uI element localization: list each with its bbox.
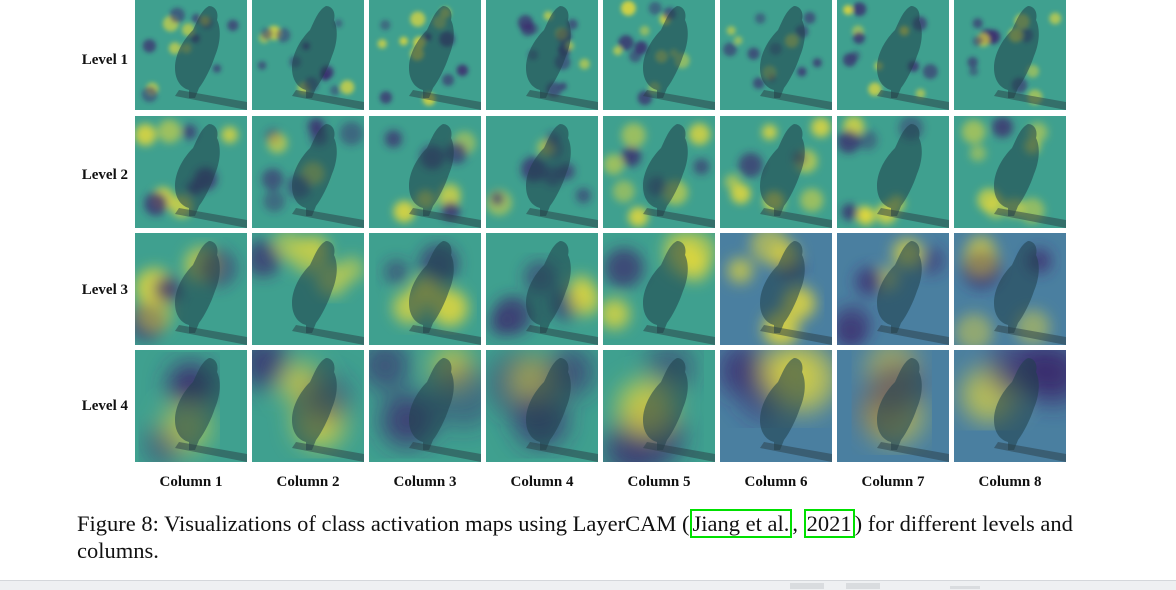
citation-author-link[interactable]: Jiang et al.: [689, 509, 793, 538]
activation-map-level-2-column-6: [720, 116, 832, 228]
column-label-2: Column 2: [276, 474, 340, 490]
activation-map-level-2-column-3: [369, 116, 481, 228]
row-label-level-1: Level 1: [81, 52, 128, 68]
row-label-level-2: Level 2: [81, 167, 128, 183]
activation-map-level-1-column-3: [369, 0, 481, 110]
column-label-8: Column 8: [978, 474, 1042, 490]
activation-map-level-3-column-1: [135, 233, 247, 345]
activation-map-level-4-column-7: [837, 350, 949, 462]
activation-map-level-4-column-1: [135, 350, 247, 462]
viewer-toolbar-button[interactable]: [950, 586, 980, 589]
activation-map-level-3-column-7: [837, 233, 949, 345]
activation-map-level-1-column-4: [486, 0, 598, 110]
activation-map-level-2-column-7: [837, 116, 949, 228]
activation-map-level-3-column-4: [486, 233, 598, 345]
figure-caption: Figure 8: Visualizations of class activa…: [77, 509, 1077, 564]
activation-map-level-3-column-2: [252, 233, 364, 345]
activation-map-level-3-column-6: [720, 233, 832, 345]
activation-map-level-3-column-5: [603, 233, 715, 345]
viewer-bottom-bar: [0, 580, 1176, 590]
activation-map-level-4-column-5: [603, 350, 715, 462]
caption-separator: ,: [792, 511, 804, 536]
activation-map-level-2-column-8: [954, 116, 1066, 228]
column-label-1: Column 1: [159, 474, 223, 490]
column-label-7: Column 7: [861, 474, 925, 490]
activation-map-level-4-column-4: [486, 350, 598, 462]
citation-year-link[interactable]: 2021: [803, 509, 855, 538]
activation-map-level-1-column-7: [837, 0, 949, 110]
activation-map-level-1-column-8: [954, 0, 1066, 110]
activation-map-level-1-column-1: [135, 0, 247, 110]
activation-map-level-2-column-2: [252, 116, 364, 228]
row-label-level-4: Level 4: [81, 398, 128, 414]
activation-map-level-1-column-2: [252, 0, 364, 110]
column-label-6: Column 6: [744, 474, 808, 490]
activation-map-level-4-column-2: [252, 350, 364, 462]
viewer-toolbar-button[interactable]: [790, 583, 824, 589]
activation-map-level-2-column-4: [486, 116, 598, 228]
activation-map-level-4-column-3: [369, 350, 481, 462]
column-label-3: Column 3: [393, 474, 457, 490]
row-label-level-3: Level 3: [81, 282, 128, 298]
column-label-5: Column 5: [627, 474, 691, 490]
activation-map-level-2-column-5: [603, 116, 715, 228]
activation-map-level-4-column-6: [720, 350, 832, 462]
viewer-toolbar-button[interactable]: [846, 583, 880, 589]
activation-map-level-2-column-1: [135, 116, 247, 228]
activation-map-level-1-column-5: [603, 0, 715, 110]
column-label-4: Column 4: [510, 474, 574, 490]
activation-map-level-3-column-3: [369, 233, 481, 345]
caption-suffix: ) for different levels and columns.: [77, 511, 1073, 563]
activation-map-level-4-column-8: [954, 350, 1066, 462]
activation-map-level-1-column-6: [720, 0, 832, 110]
caption-prefix: Figure 8: Visualizations of class activa…: [77, 511, 690, 536]
activation-map-level-3-column-8: [954, 233, 1066, 345]
